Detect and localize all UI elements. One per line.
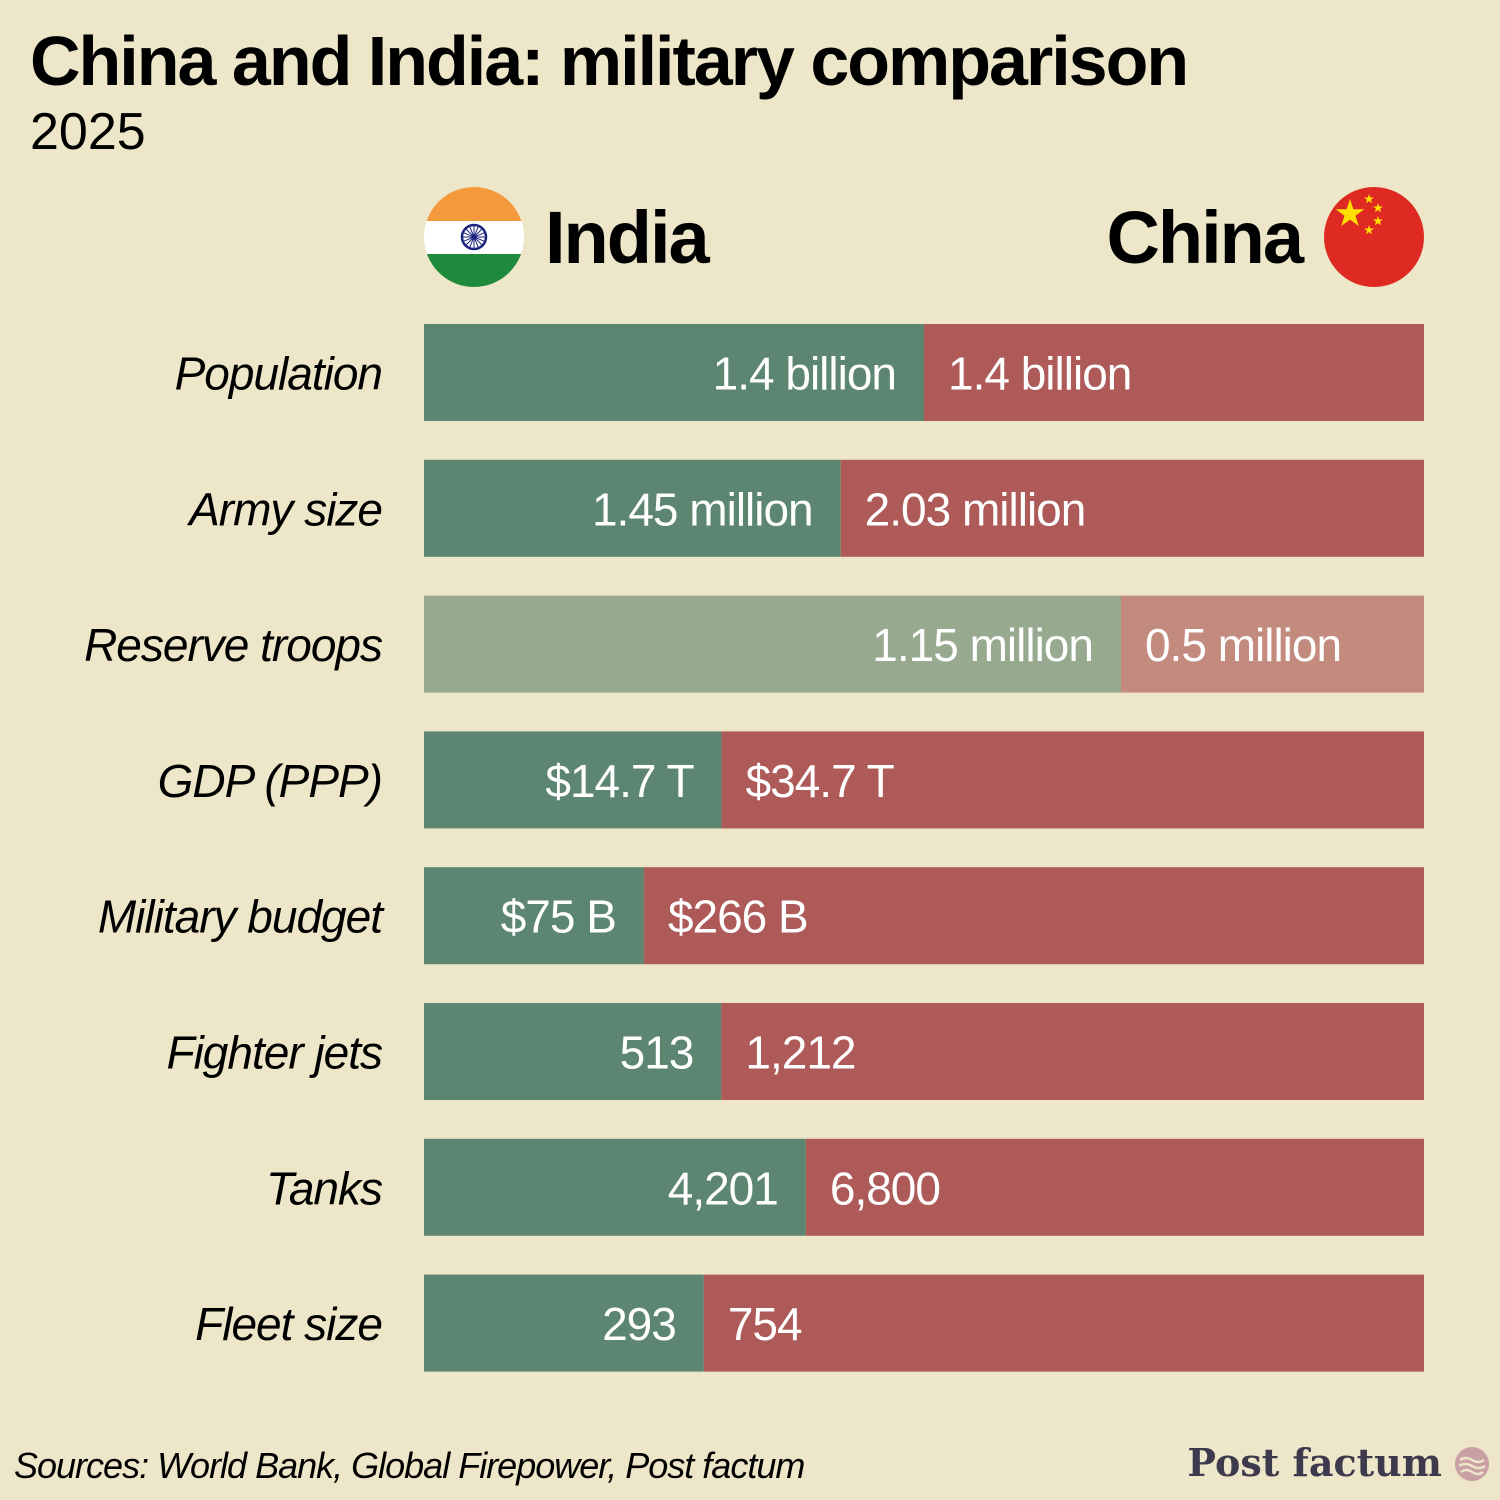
bar-china-1 (840, 459, 1424, 557)
value-label-china-5: 1,212 (745, 1027, 855, 1079)
category-label-1: Army size (186, 483, 382, 535)
value-label-india-3: $14.7 T (545, 755, 694, 807)
value-label-china-3: $34.7 T (746, 755, 895, 807)
value-label-china-1: 2.03 million (865, 483, 1086, 535)
bar-china-0 (924, 324, 1424, 421)
category-label-3: GDP (PPP) (158, 755, 382, 807)
value-label-india-5: 513 (620, 1027, 694, 1079)
value-label-india-7: 293 (602, 1298, 676, 1350)
bar-china-4 (643, 867, 1424, 965)
brand-logo-text: Post factum (1187, 1440, 1442, 1485)
bar-china-5 (721, 1003, 1424, 1100)
china-flag-icon (1324, 187, 1424, 287)
value-label-china-4: $266 B (668, 891, 808, 943)
china-label: China (1106, 196, 1304, 279)
value-label-china-6: 6,800 (830, 1162, 940, 1214)
bar-india-0 (424, 324, 924, 421)
bar-india-2 (424, 595, 1121, 693)
chart-title: China and India: military comparison (30, 22, 1189, 100)
bar-india-1 (424, 459, 841, 557)
india-label: India (545, 196, 710, 279)
value-label-india-1: 1.45 million (592, 483, 813, 535)
category-label-5: Fighter jets (166, 1027, 383, 1079)
bar-india-7 (424, 1274, 704, 1372)
value-label-india-0: 1.4 billion (713, 348, 896, 400)
category-label-2: Reserve troops (84, 619, 383, 671)
value-label-china-2: 0.5 million (1145, 619, 1341, 671)
value-label-china-7: 754 (728, 1298, 802, 1350)
value-label-india-2: 1.15 million (872, 619, 1093, 671)
bar-china-6 (805, 1138, 1424, 1236)
value-label-india-4: $75 B (501, 891, 616, 943)
chart-subtitle: 2025 (30, 103, 146, 161)
bar-india-3 (424, 731, 722, 829)
bar-india-5 (424, 1003, 722, 1100)
value-label-india-6: 4,201 (668, 1162, 778, 1214)
brand-logo-icon (1454, 1446, 1490, 1482)
category-label-0: Population (175, 348, 382, 400)
bar-india-6 (424, 1138, 806, 1236)
category-label-7: Fleet size (195, 1298, 382, 1350)
bar-china-3 (721, 731, 1424, 829)
bar-india-4 (424, 867, 644, 965)
category-label-4: Military budget (98, 891, 385, 943)
value-label-china-0: 1.4 billion (948, 348, 1131, 400)
bar-china-2 (1120, 595, 1424, 693)
bar-china-7 (703, 1274, 1424, 1372)
category-label-6: Tanks (266, 1162, 383, 1214)
sources-note: Sources: World Bank, Global Firepower, P… (14, 1445, 805, 1486)
